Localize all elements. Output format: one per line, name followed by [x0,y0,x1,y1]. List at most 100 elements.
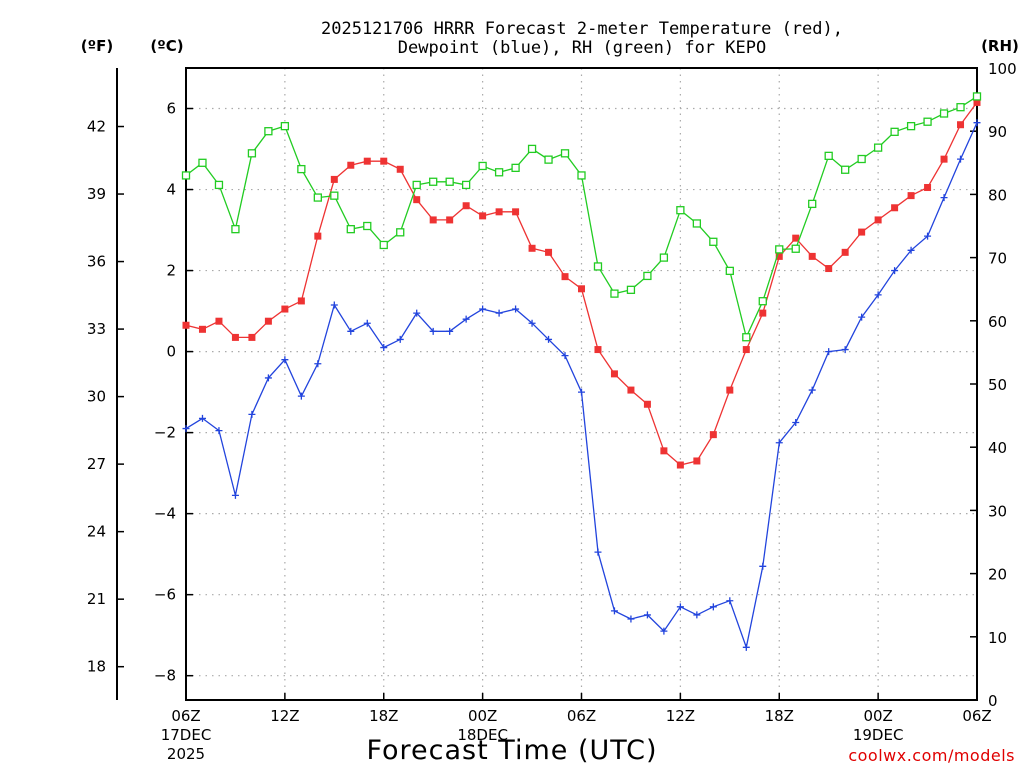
dewpoint-point [610,607,618,615]
rh-tick-label: 60 [988,313,1007,331]
dewpoint-point [792,418,800,426]
dewpoint-point [578,388,585,396]
temperature-point [907,192,915,200]
temperature-point [231,333,239,341]
rh-point [791,244,800,253]
dewpoint-point [709,603,717,611]
dewpoint-point [759,562,767,570]
rh-series [181,92,982,342]
time-tick-label: 06Z [171,707,200,725]
fahrenheit-axis: 42 39 36 33 30 27 24 21 18 [87,118,124,676]
dewpoint-point [594,548,602,556]
rh-point [808,199,817,209]
temperature-point [330,175,338,183]
dewpoint-point [874,291,882,299]
temperature-point [858,228,866,236]
dewpoint-point [182,425,190,433]
dewpoint-point [841,346,849,354]
temperature-series [182,98,981,469]
dewpoint-point [643,611,651,619]
rh-point [857,154,866,164]
temperature-point [594,346,602,354]
time-tick-label: 12Z [666,707,695,725]
dewpoint-point [907,246,915,254]
rh-point [758,297,767,306]
rh-tick-label: 20 [988,566,1007,584]
rh-tick-label: 100 [988,60,1017,78]
temperature-point [775,252,783,260]
x-axis-label: Forecast Time (UTC) [366,735,657,766]
fahrenheit-tick-label: 27 [87,455,106,473]
time-tick-label: 18Z [369,707,398,725]
rh-point [676,206,685,215]
dewpoint-point [693,611,701,619]
dewpoint-point [676,603,684,611]
rh-point [198,158,207,167]
rh-point [247,149,257,158]
fahrenheit-tick-label: 24 [87,523,106,541]
rh-tick-label: 30 [988,502,1007,520]
rh-point [824,151,833,160]
dewpoint-point [396,335,404,343]
temperature-point [973,98,981,106]
fahrenheit-tick-label: 21 [87,590,106,608]
temperature-point [396,165,404,173]
dewpoint-point [627,615,635,623]
rh-point [363,221,372,231]
fahrenheit-tick-label: 30 [87,388,106,406]
dewpoint-point [775,439,783,447]
dewpoint-point [330,301,338,309]
celsius-tick-label: −8 [154,667,176,685]
dewpoint-point [446,327,454,335]
temperature-point [479,212,487,220]
dewpoint-point [924,232,932,240]
temperature-point [182,321,190,329]
rh-unit-label: (RH) [981,37,1019,55]
celsius-tick-label: −6 [154,586,176,604]
temperature-point [726,386,734,394]
rh-tick-label: 40 [988,439,1007,457]
rh-point [280,121,290,131]
time-tick-label: 06Z [567,707,596,725]
dewpoint-point [314,360,322,368]
temperature-point [742,346,750,354]
temperature-point [512,208,520,216]
rh-point [659,253,669,262]
dewpoint-point [380,344,388,352]
dewpoint-point [726,597,734,605]
dewpoint-point [561,352,569,360]
celsius-tick-label: 2 [166,262,176,280]
temperature-point [957,121,965,129]
dewpoint-point [495,309,503,317]
rh-point [231,225,240,234]
rh-point [906,121,916,131]
time-tick-label: 17DEC [161,726,212,744]
temperature-point [347,161,355,169]
fahrenheit-unit-label: (ºF) [81,37,113,55]
dewpoint-point [825,348,833,356]
temperature-point [924,184,932,192]
dewpoint-point [281,356,289,364]
temperature-point [561,273,569,281]
rh-point [873,143,883,152]
fahrenheit-tick-label: 33 [87,320,106,338]
temperature-point [940,155,948,163]
fahrenheit-tick-label: 42 [87,118,106,136]
temperature-point [643,400,651,408]
dewpoint-point [957,155,965,163]
rh-point [939,109,949,118]
dewpoint-point [363,319,371,327]
temperature-point [808,252,816,260]
rh-point [841,165,850,174]
temperature-point [660,447,668,455]
rh-point [214,180,224,190]
temperature-point [792,234,800,242]
rh-point [560,149,570,158]
temperature-point [709,431,717,439]
dewpoint-point [660,627,668,635]
dewpoint-point [940,194,948,202]
time-tick-label: 06Z [962,707,991,725]
rh-point [692,219,702,228]
